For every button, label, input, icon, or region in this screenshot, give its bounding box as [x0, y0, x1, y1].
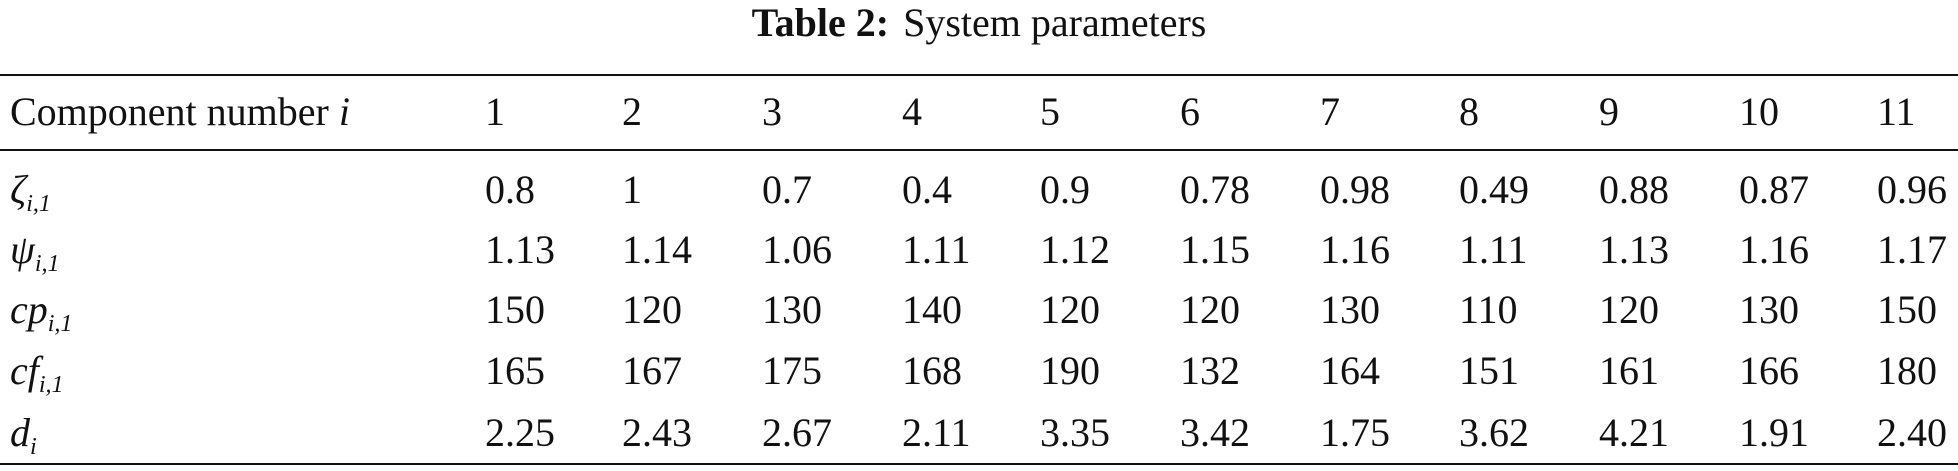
top-rule — [0, 74, 1958, 76]
cell: 0.96 — [1877, 167, 1947, 212]
cell: 0.49 — [1459, 167, 1529, 212]
cell: 132 — [1180, 348, 1240, 393]
row-symbol: ψi,1 — [10, 227, 60, 277]
row-subscript: i,1 — [38, 372, 64, 398]
cell: 0.87 — [1739, 167, 1809, 212]
cell: 151 — [1459, 348, 1519, 393]
cell: 120 — [622, 287, 682, 332]
cell: 0.88 — [1599, 167, 1669, 212]
cell: 1.16 — [1320, 227, 1390, 272]
cell: 1.12 — [1040, 227, 1110, 272]
row-subscript: i,1 — [26, 191, 51, 217]
column-header: 1 — [485, 89, 505, 134]
cell: 140 — [902, 287, 962, 332]
header-variable: i — [338, 89, 350, 134]
cell: 2.40 — [1877, 410, 1947, 455]
column-header: 7 — [1320, 89, 1340, 134]
cell: 1.16 — [1739, 227, 1809, 272]
bottom-rule — [0, 463, 1958, 465]
cell: 0.8 — [485, 167, 535, 212]
header-text: Component number — [10, 89, 329, 134]
mid-rule — [0, 149, 1958, 151]
cell: 175 — [762, 348, 822, 393]
column-header: 3 — [762, 89, 782, 134]
cell: 0.9 — [1040, 167, 1090, 212]
cell: 150 — [1877, 287, 1937, 332]
cell: 1.13 — [485, 227, 555, 272]
cell: 3.35 — [1040, 410, 1110, 455]
caption-label: Table 2: — [751, 0, 890, 45]
cell: 1.11 — [902, 227, 971, 272]
column-header: 9 — [1599, 89, 1619, 134]
cell: 110 — [1459, 287, 1518, 332]
table-caption: Table 2: System parameters — [0, 0, 1958, 46]
cell: 167 — [622, 348, 682, 393]
cell: 1.15 — [1180, 227, 1250, 272]
cell: 1.11 — [1459, 227, 1528, 272]
column-header: 11 — [1877, 89, 1916, 134]
row-subscript: i,1 — [47, 311, 73, 337]
cell: 0.7 — [762, 167, 812, 212]
column-header: 8 — [1459, 89, 1479, 134]
cell: 2.43 — [622, 410, 692, 455]
row-symbol: cfi,1 — [10, 348, 64, 398]
cell: 161 — [1599, 348, 1659, 393]
cell: 120 — [1040, 287, 1100, 332]
row-label: ζi,1 — [10, 167, 51, 217]
header-label: Component number i — [10, 92, 350, 132]
cell: 164 — [1320, 348, 1380, 393]
cell: 180 — [1877, 348, 1937, 393]
cell: 4.21 — [1599, 410, 1669, 455]
cell: 120 — [1599, 287, 1659, 332]
row-label: di — [10, 410, 37, 460]
cell: 1.14 — [622, 227, 692, 272]
cell: 0.78 — [1180, 167, 1250, 212]
cell: 2.67 — [762, 410, 832, 455]
cell: 1.17 — [1877, 227, 1947, 272]
caption-text: System parameters — [903, 0, 1207, 45]
column-header: 2 — [622, 89, 642, 134]
row-subscript: i — [30, 434, 37, 460]
row-label: ψi,1 — [10, 227, 60, 277]
cell: 1.13 — [1599, 227, 1669, 272]
column-header: 10 — [1739, 89, 1779, 134]
cell: 0.4 — [902, 167, 952, 212]
row-label: cfi,1 — [10, 348, 64, 398]
column-header: 6 — [1180, 89, 1200, 134]
row-subscript: i,1 — [34, 251, 60, 277]
cell: 168 — [902, 348, 962, 393]
cell: 1.91 — [1739, 410, 1809, 455]
row-symbol: cpi,1 — [10, 287, 73, 337]
cell: 1.06 — [762, 227, 832, 272]
cell: 120 — [1180, 287, 1240, 332]
cell: 1.75 — [1320, 410, 1390, 455]
cell: 190 — [1040, 348, 1100, 393]
cell: 3.62 — [1459, 410, 1529, 455]
cell: 130 — [762, 287, 822, 332]
cell: 165 — [485, 348, 545, 393]
cell: 1 — [622, 167, 642, 212]
column-header: 4 — [902, 89, 922, 134]
column-header: 5 — [1040, 89, 1060, 134]
cell: 166 — [1739, 348, 1799, 393]
cell: 2.25 — [485, 410, 555, 455]
row-symbol: di — [10, 410, 37, 460]
row-label: cpi,1 — [10, 287, 73, 337]
cell: 130 — [1739, 287, 1799, 332]
cell: 0.98 — [1320, 167, 1390, 212]
cell: 2.11 — [902, 410, 971, 455]
cell: 3.42 — [1180, 410, 1250, 455]
cell: 150 — [485, 287, 545, 332]
row-symbol: ζi,1 — [10, 167, 51, 217]
cell: 130 — [1320, 287, 1380, 332]
